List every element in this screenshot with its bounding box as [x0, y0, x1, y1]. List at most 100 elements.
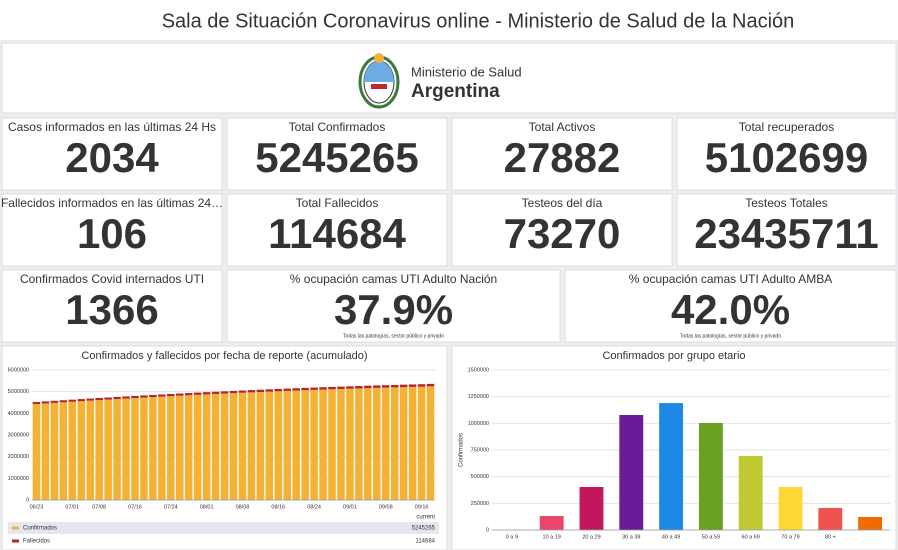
bar — [158, 394, 166, 397]
bar — [265, 391, 274, 500]
bar — [659, 403, 684, 530]
bar — [193, 392, 202, 395]
legend-value: 114684 — [415, 539, 435, 545]
x-tick-label: 60 a 69 — [742, 534, 760, 540]
bar — [738, 455, 763, 530]
bar — [131, 398, 139, 500]
bar — [247, 390, 256, 393]
bar — [202, 394, 211, 500]
card-value: 1366 — [65, 286, 158, 333]
emblem — [358, 53, 400, 109]
bar — [256, 389, 265, 392]
chart-title: Confirmados por grupo etario — [602, 350, 745, 362]
card-label: Testeos Totales — [745, 196, 828, 210]
card-value: 73270 — [504, 210, 621, 257]
card — [1, 117, 223, 191]
bar — [32, 402, 41, 405]
x-tick-label: 07/08 — [92, 504, 106, 510]
bar — [328, 389, 336, 500]
bar — [319, 387, 327, 390]
card-value: 5245265 — [255, 134, 419, 181]
y-tick-label: 750000 — [471, 447, 489, 453]
bar — [319, 389, 327, 500]
y-tick-label: 6000000 — [8, 367, 29, 373]
card-note: Todas las patologías, sector público y p… — [680, 333, 781, 339]
y-tick-label: 500000 — [471, 474, 489, 480]
bar — [149, 397, 157, 500]
y-tick-label: 1000000 — [8, 476, 29, 482]
bar — [292, 388, 300, 391]
bar — [41, 403, 50, 500]
y-tick-label: 1500000 — [468, 367, 489, 373]
card — [226, 269, 561, 343]
x-tick-label: 70 a 79 — [781, 534, 799, 540]
x-tick-label: 20 a 29 — [582, 534, 600, 540]
y-tick-label: 2000000 — [8, 454, 29, 460]
bar — [346, 388, 354, 500]
bar — [32, 404, 41, 500]
card — [564, 269, 897, 343]
bar — [417, 384, 426, 387]
y-tick-label: 1250000 — [468, 394, 489, 400]
bar — [77, 399, 86, 402]
x-tick-label: 30 a 39 — [622, 534, 640, 540]
card-value: 106 — [77, 210, 147, 257]
bar — [68, 401, 77, 500]
card-label: Fallecidos informados en las últimas 24… — [1, 196, 223, 210]
bar — [50, 402, 59, 500]
x-tick-label: 08/08 — [236, 504, 250, 510]
bar — [381, 387, 390, 500]
bar — [59, 402, 68, 500]
page-title: Sala de Situación Coronavirus online - M… — [162, 10, 795, 32]
bar — [86, 400, 94, 500]
card-value: 5102699 — [705, 134, 869, 181]
bar — [158, 396, 166, 500]
y-axis-label: Confirmados — [459, 433, 465, 467]
bar — [95, 400, 103, 500]
bar — [310, 387, 318, 390]
legend-row-bg — [8, 522, 439, 534]
card-label: Total Activos — [529, 120, 596, 134]
card-label: Total Fallecidos — [296, 196, 379, 210]
card-value: 114684 — [268, 210, 406, 257]
bar — [355, 388, 363, 500]
y-tick-label: 5000000 — [8, 389, 29, 395]
card — [1, 193, 223, 267]
bar — [149, 394, 157, 398]
bar — [364, 388, 372, 500]
bar — [283, 390, 291, 500]
bar — [211, 391, 220, 394]
legend-name: Fallecidos — [23, 539, 50, 545]
card — [451, 193, 673, 267]
bar — [301, 387, 309, 391]
y-tick-label: 0 — [486, 527, 489, 533]
bar — [176, 393, 184, 396]
legend-swatch — [12, 539, 19, 543]
bar — [390, 387, 399, 500]
bar — [417, 386, 426, 500]
bar — [140, 397, 148, 500]
bar — [238, 390, 247, 393]
bar — [818, 508, 843, 530]
legend-header: current — [416, 515, 435, 521]
bar — [274, 388, 283, 392]
bar — [184, 393, 193, 396]
card-label: Total Confirmados — [289, 120, 386, 134]
logo-line2: Argentina — [411, 81, 500, 102]
bar — [220, 393, 229, 500]
card-label: Casos informados en las últimas 24 Hs — [8, 120, 216, 134]
bar — [328, 386, 336, 390]
bar — [778, 487, 803, 530]
card-label: % ocupación camas UTI Adulto Nación — [290, 272, 497, 286]
bar — [265, 389, 274, 392]
bar — [202, 392, 211, 395]
bar — [364, 385, 372, 389]
bar — [408, 384, 417, 387]
bar — [95, 398, 103, 401]
x-tick-label: 08/24 — [307, 504, 321, 510]
card-value: 42.0% — [671, 286, 790, 333]
bar — [426, 383, 435, 387]
y-tick-label: 0 — [26, 497, 29, 503]
x-tick-label: 80 + — [825, 534, 836, 540]
